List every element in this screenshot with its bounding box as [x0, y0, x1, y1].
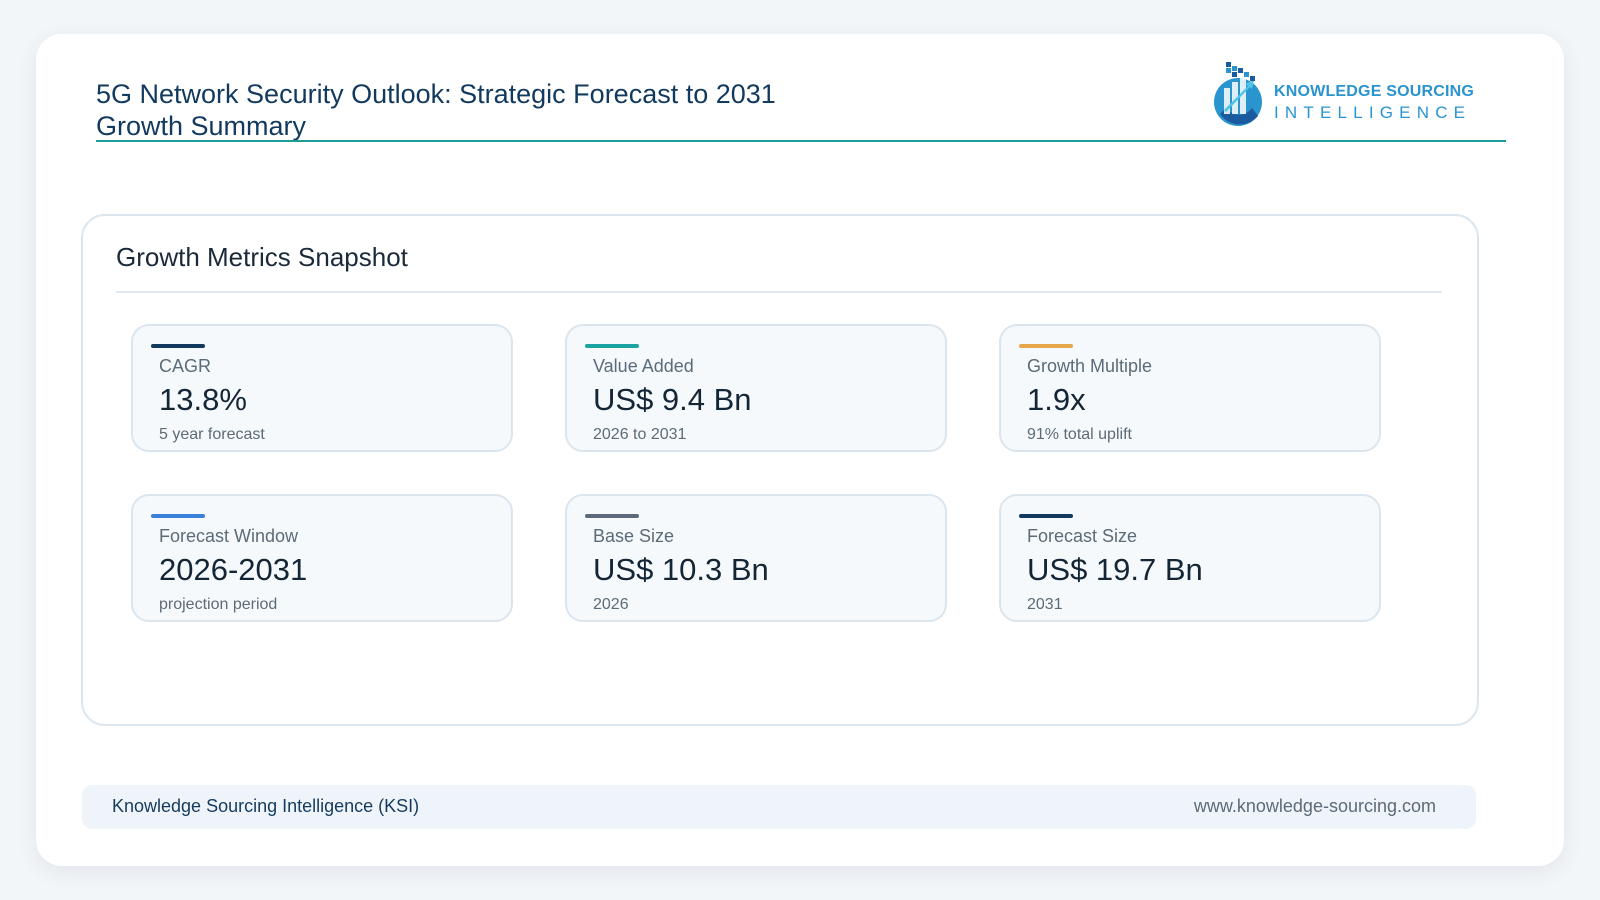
metric-subtext: 2026 — [593, 596, 629, 613]
metric-subtext: 2031 — [1027, 596, 1063, 613]
ksi-logo-icon — [1214, 62, 1262, 126]
metric-value: 1.9x — [1027, 382, 1086, 417]
footer-bar: Knowledge Sourcing Intelligence (KSI) ww… — [82, 785, 1476, 829]
metric-subtext: projection period — [159, 596, 278, 613]
footer-website-link[interactable]: www.knowledge-sourcing.com — [1193, 796, 1436, 816]
page-title-line2: Growth Summary — [96, 111, 307, 141]
metric-label: CAGR — [159, 356, 212, 376]
metric-accent-bar — [585, 514, 639, 518]
metric-card-forecast-size: Forecast Size US$ 19.7 Bn 2031 — [999, 494, 1381, 622]
metric-label: Value Added — [593, 356, 694, 376]
metric-accent-bar — [151, 514, 205, 518]
metric-subtext: 5 year forecast — [159, 426, 265, 443]
growth-metrics-panel: Growth Metrics Snapshot CAGR 13.8% 5 yea… — [81, 214, 1479, 726]
metric-label: Forecast Window — [159, 526, 299, 546]
page-title-line1: 5G Network Security Outlook: Strategic F… — [96, 79, 776, 109]
ksi-logo: KNOWLEDGE SOURCING INTELLIGENCE — [1212, 58, 1492, 128]
metric-subtext: 2026 to 2031 — [593, 426, 687, 443]
metric-accent-bar — [1019, 344, 1073, 348]
metric-label: Forecast Size — [1027, 526, 1138, 546]
footer-company: Knowledge Sourcing Intelligence (KSI) — [112, 796, 420, 816]
logo-line1: KNOWLEDGE SOURCING — [1274, 83, 1475, 100]
panel-divider — [116, 291, 1442, 293]
metric-card-base-size: Base Size US$ 10.3 Bn 2026 — [565, 494, 947, 622]
metric-value: 13.8% — [159, 382, 247, 417]
header-divider — [96, 140, 1506, 142]
metric-accent-bar — [585, 344, 639, 348]
metric-card-cagr: CAGR 13.8% 5 year forecast — [131, 324, 513, 452]
metric-value: US$ 10.3 Bn — [593, 552, 769, 587]
metric-subtext: 91% total uplift — [1027, 426, 1132, 443]
report-card: 5G Network Security Outlook: Strategic F… — [36, 34, 1564, 866]
ksi-logo-wordmark: KNOWLEDGE SOURCING INTELLIGENCE — [1274, 82, 1474, 124]
metric-label: Growth Multiple — [1027, 356, 1153, 376]
metric-value: US$ 19.7 Bn — [1027, 552, 1203, 587]
metric-card-forecast-window: Forecast Window 2026-2031 projection per… — [131, 494, 513, 622]
metric-card-value-added: Value Added US$ 9.4 Bn 2026 to 2031 — [565, 324, 947, 452]
logo-line2: INTELLIGENCE — [1274, 103, 1472, 122]
metric-label: Base Size — [593, 526, 675, 546]
metric-accent-bar — [151, 344, 205, 348]
page-title: 5G Network Security Outlook: Strategic F… — [96, 78, 776, 142]
panel-title: Growth Metrics Snapshot — [116, 242, 408, 272]
metric-value: US$ 9.4 Bn — [593, 382, 752, 417]
metric-card-growth-multiple: Growth Multiple 1.9x 91% total uplift — [999, 324, 1381, 452]
metric-value: 2026-2031 — [159, 552, 308, 587]
metric-accent-bar — [1019, 514, 1073, 518]
